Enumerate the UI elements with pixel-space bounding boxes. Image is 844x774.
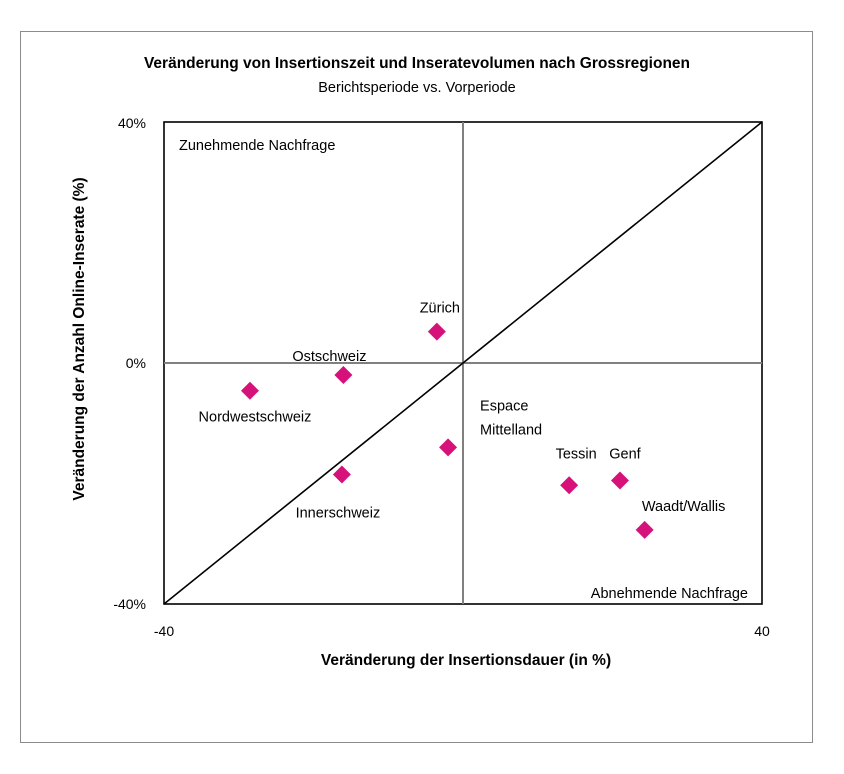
x-tick-label: 40 bbox=[754, 623, 770, 639]
data-point-marker bbox=[334, 366, 353, 385]
data-point-label: Tessin bbox=[556, 446, 597, 462]
data-point-label: Nordwestschweiz bbox=[199, 410, 312, 426]
data-point-marker bbox=[240, 381, 259, 400]
data-point-label: Waadt/Wallis bbox=[642, 499, 726, 515]
data-point-marker bbox=[439, 438, 458, 457]
y-tick-label: 40% bbox=[118, 115, 146, 131]
chart-frame bbox=[20, 31, 813, 743]
x-tick-label: -40 bbox=[154, 623, 174, 639]
data-point-label: Espace Mittelland bbox=[480, 398, 542, 438]
data-point-label: Ostschweiz bbox=[292, 349, 366, 365]
data-point-label: Zürich bbox=[420, 301, 460, 317]
data-point-marker bbox=[635, 520, 654, 539]
data-points: Zürich Ostschweiz Nordwestschweiz Espace Mit… bbox=[199, 301, 726, 539]
data-point-marker bbox=[560, 476, 579, 495]
chart-subtitle: Berichtsperiode vs. Vorperiode bbox=[318, 80, 515, 96]
data-point-marker bbox=[427, 322, 446, 341]
data-point-label: Genf bbox=[609, 446, 641, 462]
quadrant-label-decreasing: Abnehmende Nachfrage bbox=[591, 586, 748, 602]
diagonal-line bbox=[163, 121, 763, 605]
data-point-label: Innerschweiz bbox=[296, 505, 381, 521]
y-tick-label: 0% bbox=[126, 355, 146, 371]
data-point-marker bbox=[332, 465, 351, 484]
y-axis-label: Veränderung der Anzahl Online-Inserate (… bbox=[71, 177, 88, 500]
quadrant-label-increasing: Zunehmende Nachfrage bbox=[179, 138, 335, 154]
y-tick-label: -40% bbox=[113, 596, 146, 612]
chart-title: Veränderung von Insertionszeit und Inser… bbox=[144, 55, 690, 72]
x-axis-label: Veränderung der Insertionsdauer (in %) bbox=[321, 652, 611, 669]
data-point-marker bbox=[610, 471, 629, 490]
